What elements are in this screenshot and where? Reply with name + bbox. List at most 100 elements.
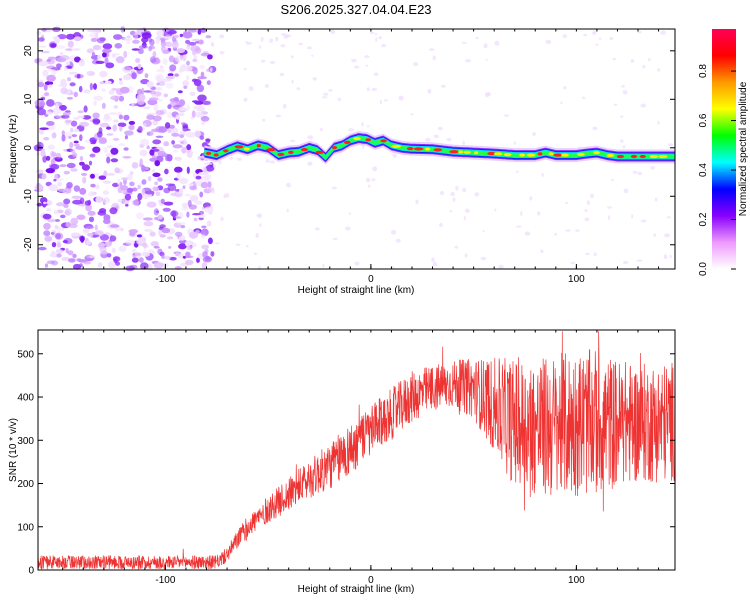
noise-blob xyxy=(171,41,179,49)
spectrogram-x-ticks: -100 0 100 xyxy=(62,29,660,285)
noise-blob xyxy=(104,57,109,65)
noise-blob xyxy=(128,124,135,131)
colorbar-tick-label: 0.0 xyxy=(698,262,709,276)
noise-blob xyxy=(189,195,199,202)
x-tick-label: 100 xyxy=(568,274,585,285)
noise-blob xyxy=(186,60,190,66)
noise-blob xyxy=(128,120,136,125)
noise-blob xyxy=(146,114,155,120)
noise-blob xyxy=(71,195,82,199)
faint-noise-blob xyxy=(636,259,643,262)
track-peak xyxy=(473,151,479,155)
noise-blob xyxy=(185,259,194,265)
noise-blob xyxy=(102,52,107,58)
noise-blob xyxy=(92,44,102,51)
noise-blob xyxy=(139,149,148,157)
noise-blob xyxy=(73,91,79,98)
faint-noise-blob xyxy=(640,103,647,108)
noise-blob xyxy=(118,245,127,252)
noise-blob xyxy=(76,214,86,221)
y-tick-label: 200 xyxy=(17,479,34,490)
noise-blob xyxy=(102,116,112,122)
noise-blob xyxy=(193,217,198,222)
faint-noise-blob xyxy=(474,192,480,197)
noise-blob xyxy=(164,168,169,175)
track-peak xyxy=(537,152,543,156)
noise-blob xyxy=(110,158,119,163)
faint-noise-blob xyxy=(480,256,487,261)
noise-blob xyxy=(47,125,56,131)
noise-blob xyxy=(182,125,189,132)
noise-blob xyxy=(195,175,202,180)
noise-blob xyxy=(99,122,110,128)
track-peak xyxy=(234,145,244,149)
noise-blob xyxy=(86,255,90,259)
snr-series-line xyxy=(37,331,676,571)
noise-blob xyxy=(37,37,45,42)
noise-blob xyxy=(183,138,187,146)
noise-blob xyxy=(176,48,185,54)
faint-noise-blob xyxy=(260,36,264,42)
faint-noise-blob xyxy=(433,134,440,139)
noise-blob xyxy=(188,231,199,239)
noise-blob xyxy=(199,135,205,140)
colorbar-tick-label: 0.8 xyxy=(698,64,709,78)
x-tick-label: 0 xyxy=(368,274,374,285)
noise-blob xyxy=(181,146,187,154)
noise-blob xyxy=(172,144,183,149)
track-peak xyxy=(380,139,387,143)
faint-noise-blob xyxy=(650,166,656,170)
track-peak xyxy=(576,152,585,156)
faint-noise-blob xyxy=(348,212,351,215)
faint-noise-blob xyxy=(211,43,215,47)
noise-blob xyxy=(147,99,158,106)
track-peak xyxy=(487,151,496,156)
noise-blob xyxy=(165,82,174,89)
noise-blob xyxy=(178,235,186,241)
noise-blob xyxy=(140,138,149,146)
noise-blob xyxy=(73,185,81,192)
noise-blob xyxy=(113,34,123,40)
faint-noise-blob xyxy=(529,196,533,201)
track-peak xyxy=(277,152,285,157)
noise-blob xyxy=(57,181,62,187)
noise-blob xyxy=(62,111,72,116)
faint-noise-blob xyxy=(664,233,671,238)
faint-noise-blob xyxy=(513,141,516,145)
noise-blob xyxy=(54,219,60,222)
faint-noise-blob xyxy=(428,48,435,51)
noise-blob xyxy=(143,221,154,227)
x-tick-label: 0 xyxy=(368,575,374,586)
noise-blob xyxy=(175,231,183,237)
faint-noise-blob xyxy=(494,40,500,46)
noise-blob xyxy=(42,213,52,220)
noise-blob xyxy=(146,145,150,150)
noise-blob xyxy=(176,172,181,180)
noise-blob xyxy=(175,156,182,162)
noise-blob xyxy=(43,201,47,205)
faint-noise-blob xyxy=(570,261,576,264)
noise-blob xyxy=(62,240,69,244)
noise-blob xyxy=(88,160,93,166)
faint-noise-blob xyxy=(219,34,225,39)
noise-blob xyxy=(194,130,201,138)
faint-noise-blob xyxy=(647,58,651,62)
noise-blob xyxy=(192,213,201,216)
noise-blob xyxy=(70,148,76,154)
noise-blob xyxy=(45,155,51,161)
faint-noise-blob xyxy=(375,37,378,42)
noise-blob xyxy=(93,100,97,107)
noise-blob xyxy=(56,225,62,233)
faint-noise-blob xyxy=(608,215,611,221)
noise-blob xyxy=(73,143,80,147)
noise-blob xyxy=(119,78,122,81)
faint-noise-blob xyxy=(595,43,599,46)
faint-noise-blob xyxy=(367,184,371,188)
noise-blob xyxy=(102,43,113,50)
noise-blob xyxy=(105,62,115,69)
colorbar-gradient xyxy=(712,29,736,269)
noise-blob xyxy=(194,200,203,205)
noise-blob xyxy=(92,234,100,238)
faint-noise-blob xyxy=(381,43,386,48)
faint-noise-blob xyxy=(427,88,432,94)
